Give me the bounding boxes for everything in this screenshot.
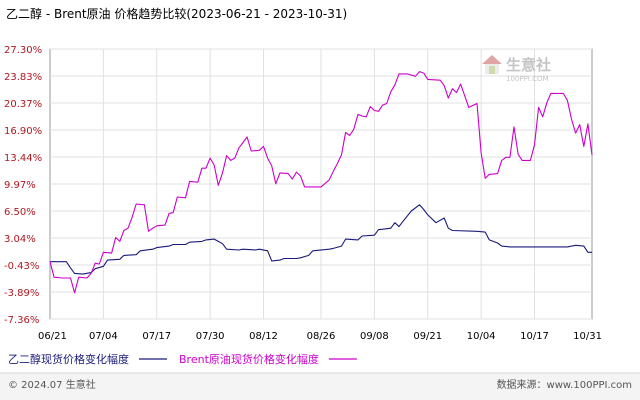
x-tick-label: 09/08 — [360, 331, 389, 342]
legend-label-ethylene-glycol: 乙二醇现货价格变化幅度 — [8, 352, 129, 366]
legend-label-brent: Brent原油现货价格变化幅度 — [179, 352, 319, 366]
x-tick-label: 06/21 — [38, 331, 67, 342]
legend: 乙二醇现货价格变化幅度 Brent原油现货价格变化幅度 — [8, 352, 357, 366]
x-axis-ticks: 06/21 07/04 07/17 07/30 08/12 08/26 09/08 09/21… — [38, 331, 602, 342]
x-tick-label: 08/26 — [307, 331, 336, 342]
x-tick-label: 07/04 — [89, 331, 118, 342]
x-tick-label: 10/04 — [467, 331, 496, 342]
y-tick-label: -3.89% — [4, 288, 39, 299]
y-axis-ticks: 27.30% 23.83% 20.37% 16.90% 13.44% 9.97% 6.50%… — [4, 45, 42, 326]
y-tick-label: 13.44% — [4, 153, 42, 164]
y-tick-label: -7.36% — [4, 315, 39, 326]
gridlines — [50, 48, 592, 320]
y-tick-label: -0.43% — [4, 261, 39, 272]
x-tick-label: 07/17 — [142, 331, 171, 342]
series-line-brent — [49, 71, 593, 294]
y-tick-label: 23.83% — [4, 72, 42, 83]
y-tick-label: 20.37% — [4, 99, 42, 110]
y-tick-label: 9.97% — [4, 180, 36, 191]
series-lines — [49, 71, 593, 294]
house-logo-icon — [482, 55, 502, 74]
series-line-ethylene-glycol — [50, 204, 592, 275]
footer-copyright: © 2024.07 生意社 — [8, 378, 96, 391]
y-tick-label: 3.04% — [4, 234, 36, 245]
watermark-url: 100PPI.COM — [506, 75, 549, 83]
x-tick-label: 10/31 — [573, 331, 602, 342]
x-tick-label: 09/21 — [413, 331, 442, 342]
watermark: 生意社 100PPI.COM — [482, 55, 551, 83]
y-tick-label: 16.90% — [4, 126, 42, 137]
x-tick-label: 07/30 — [196, 331, 225, 342]
footer-site: 数据来源：www.100PPI.com — [497, 378, 632, 391]
watermark-brand: 生意社 — [506, 56, 551, 74]
chart-title: 乙二醇 - Brent原油 价格趋势比较(2023-06-21 - 2023-1… — [6, 6, 347, 21]
x-tick-label: 08/12 — [249, 331, 278, 342]
y-tick-label: 27.30% — [4, 45, 42, 56]
footer-bar — [0, 374, 640, 400]
x-tick-label: 10/17 — [520, 331, 549, 342]
y-tick-label: 6.50% — [4, 207, 36, 218]
